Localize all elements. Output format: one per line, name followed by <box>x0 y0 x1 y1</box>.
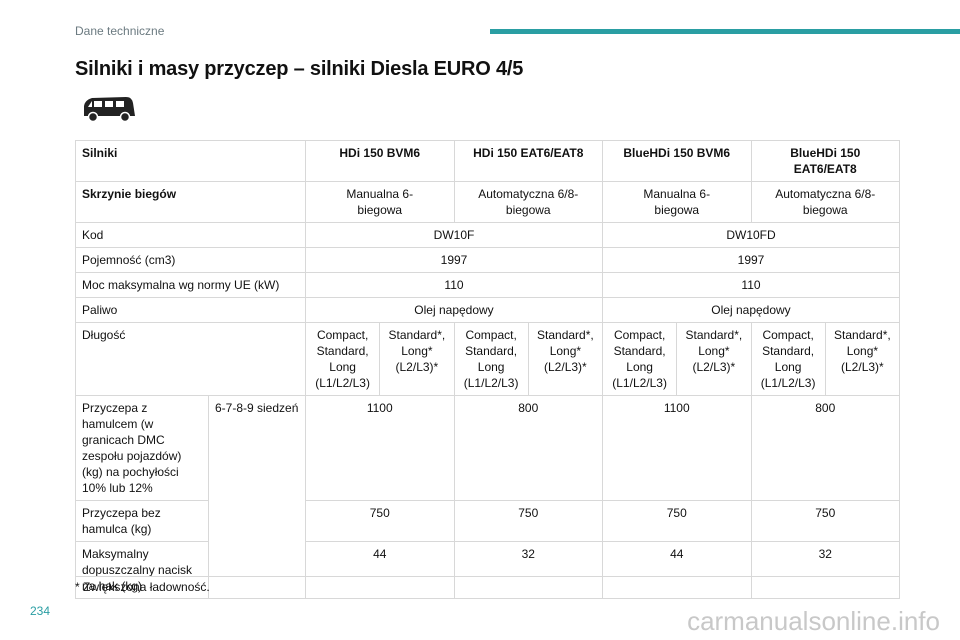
seats: 6-7-8-9 siedzeń <box>208 395 306 599</box>
table-row: Paliwo Olej napędowy Olej napędowy <box>75 297 900 323</box>
cell: Olej napędowy <box>305 297 603 323</box>
header-bar <box>490 29 960 34</box>
cell: 44 <box>305 541 455 599</box>
cell: Olej napędowy <box>602 297 900 323</box>
engine-header: HDi 150 BVM6 <box>305 140 455 182</box>
cell: 1997 <box>602 247 900 273</box>
engine-header: HDi 150 EAT6/EAT8 <box>453 140 603 182</box>
row-label: Maksymalny dopuszczalny nacisk na hak (k… <box>75 541 209 599</box>
footnote: * Zwiększona ładowność. <box>75 580 210 594</box>
cell: DW10F <box>305 222 603 248</box>
table-row: Pojemność (cm3) 1997 1997 <box>75 247 900 273</box>
cell: 110 <box>305 272 603 298</box>
cell: 44 <box>602 541 752 599</box>
cell: DW10FD <box>602 222 900 248</box>
engine-header: BlueHDi 150 EAT6/EAT8 <box>750 140 900 182</box>
row-header: Silniki <box>75 140 306 182</box>
table-row: Skrzynie biegów Manualna 6-biegowa Automat… <box>75 181 900 223</box>
trailer-row: Maksymalny dopuszczalny nacisk na hak (k… <box>75 541 900 599</box>
cell: 750 <box>453 500 603 542</box>
table-row: Kod DW10F DW10FD <box>75 222 900 248</box>
cell: 32 <box>750 541 900 599</box>
cell: Standard*, Long* (L2/L3)* <box>824 322 901 396</box>
row-label: Przyczepa bez hamulca (kg) <box>75 500 209 542</box>
cell: 1100 <box>602 395 752 501</box>
section-label: Dane techniczne <box>75 24 165 38</box>
row-label: Kod <box>75 222 306 248</box>
cell: 1997 <box>305 247 603 273</box>
cell: Automatyczna 6/8-biegowa <box>750 181 900 223</box>
engine-table: Silniki HDi 150 BVM6 HDi 150 EAT6/EAT8 Blue… <box>75 140 901 599</box>
row-label: Długość <box>75 322 306 396</box>
cell: Compact, Standard, Long (L1/L2/L3) <box>601 322 678 396</box>
page-title: Silniki i masy przyczep – silniki Diesla… <box>75 58 524 80</box>
row-label: Pojemność (cm3) <box>75 247 306 273</box>
trailer-row: Przyczepa z hamulcem (w granicach DMC ze… <box>75 395 900 599</box>
cell: 750 <box>750 500 900 542</box>
cell: Manualna 6-biegowa <box>602 181 752 223</box>
page-number: 234 <box>30 604 51 618</box>
cell: Compact, Standard, Long (L1/L2/L3) <box>750 322 826 396</box>
footnote-rule <box>75 576 900 577</box>
cell: 110 <box>602 272 900 298</box>
cell: Compact, Standard, Long (L1/L2/L3) <box>304 322 381 396</box>
cell: Standard*, Long* (L2/L3)* <box>527 322 604 396</box>
cell: Compact, Standard, Long (L1/L2/L3) <box>453 322 529 396</box>
cell: Automatyczna 6/8-biegowa <box>453 181 603 223</box>
cell: Standard*, Long* (L2/L3)* <box>379 322 455 396</box>
cell: 800 <box>453 395 603 501</box>
cell: 750 <box>305 500 455 542</box>
row-label: Skrzynie biegów <box>75 181 306 223</box>
cell: Standard*, Long* (L2/L3)* <box>676 322 752 396</box>
cell: 32 <box>453 541 603 599</box>
cell: 800 <box>750 395 900 501</box>
table-row: Moc maksymalna wg normy UE (kW) 110 110 <box>75 272 900 298</box>
cell: Manualna 6-biegowa <box>305 181 455 223</box>
row-label: Moc maksymalna wg normy UE (kW) <box>75 272 306 298</box>
table-row: Długość Compact, Standard, Long (L1/L2/L3… <box>75 322 901 396</box>
watermark: carmanualsonline.info <box>687 606 940 636</box>
engine-header: BlueHDi 150 BVM6 <box>602 140 752 182</box>
row-label: Paliwo <box>75 297 306 323</box>
trailer-row: Przyczepa bez hamulca (kg) 750 750 750 750 <box>75 500 900 542</box>
header-row: Silniki HDi 150 BVM6 HDi 150 EAT6/EAT8 Blue… <box>75 140 900 182</box>
cell: 1100 <box>305 395 455 501</box>
row-label: Przyczepa z hamulcem (w granicach DMC ze… <box>75 395 209 501</box>
cell: 750 <box>602 500 752 542</box>
van-icon <box>84 97 135 123</box>
